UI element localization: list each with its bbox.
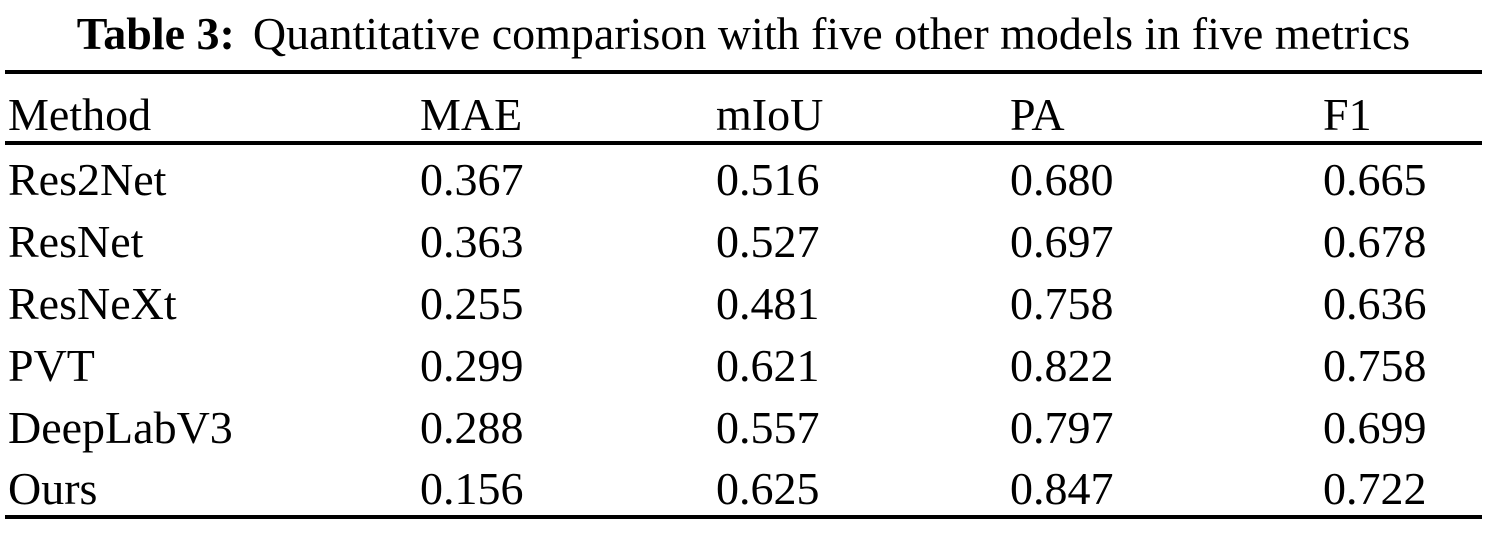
pa-cell: 0.822 — [1010, 339, 1114, 391]
table-row-res2net: Res2Net 0.367 0.516 0.680 0.665 — [5, 143, 1482, 206]
method-cell: Ours — [8, 463, 98, 514]
mae-cell: 0.255 — [420, 277, 524, 329]
mae-cell: 0.288 — [420, 401, 524, 453]
column-header-miou: mIoU — [716, 72, 1010, 145]
miou-cell: 0.527 — [716, 215, 820, 267]
mae-cell: 0.363 — [420, 215, 524, 267]
column-header-pa: PA — [1010, 72, 1323, 145]
f1-cell: 0.665 — [1323, 154, 1427, 205]
miou-cell: 0.516 — [716, 154, 820, 205]
table-row-resnet: ResNet 0.363 0.527 0.697 0.678 — [5, 206, 1482, 268]
method-cell: PVT — [8, 339, 95, 391]
column-header-mae: MAE — [420, 72, 716, 145]
miou-cell: 0.481 — [716, 277, 820, 329]
method-cell: Res2Net — [8, 154, 167, 205]
method-cell: ResNet — [8, 215, 144, 267]
table-caption-text: Quantitative comparison with five other … — [252, 8, 1411, 59]
table-row-resnext: ResNeXt 0.255 0.481 0.758 0.636 — [5, 268, 1482, 330]
table-row-ours: Ours 0.156 0.625 0.847 0.722 — [5, 454, 1482, 517]
method-cell: ResNeXt — [8, 277, 177, 329]
pa-cell: 0.847 — [1010, 463, 1114, 514]
column-header-f1: F1 — [1323, 72, 1482, 145]
table-figure: Table 3: Quantitative comparison with fiv… — [0, 0, 1487, 519]
pa-cell: 0.797 — [1010, 401, 1114, 453]
mae-cell: 0.299 — [420, 339, 524, 391]
pa-cell: 0.697 — [1010, 215, 1114, 267]
table-row-pvt: PVT 0.299 0.621 0.822 0.758 — [5, 330, 1482, 392]
table-row-deeplabv3: DeepLabV3 0.288 0.557 0.797 0.699 — [5, 392, 1482, 454]
pa-cell: 0.680 — [1010, 154, 1114, 205]
column-header-method: Method — [5, 72, 420, 145]
miou-cell: 0.557 — [716, 401, 820, 453]
f1-cell: 0.699 — [1323, 401, 1427, 453]
table-caption: Table 3: Quantitative comparison with fiv… — [0, 0, 1487, 70]
pa-cell: 0.758 — [1010, 277, 1114, 329]
table-caption-label: Table 3: — [76, 8, 235, 59]
f1-cell: 0.678 — [1323, 215, 1427, 267]
header-row: Method MAE mIoU PA F1 — [5, 72, 1482, 145]
miou-cell: 0.621 — [716, 339, 820, 391]
f1-cell: 0.636 — [1323, 277, 1427, 329]
f1-cell: 0.758 — [1323, 339, 1427, 391]
results-table: Method MAE mIoU PA F1 Res2Net 0.367 0.51… — [5, 70, 1482, 519]
mae-cell: 0.367 — [420, 154, 524, 205]
miou-cell: 0.625 — [716, 463, 820, 514]
f1-cell: 0.722 — [1323, 463, 1427, 514]
method-cell: DeepLabV3 — [8, 401, 233, 453]
mae-cell: 0.156 — [420, 463, 524, 514]
